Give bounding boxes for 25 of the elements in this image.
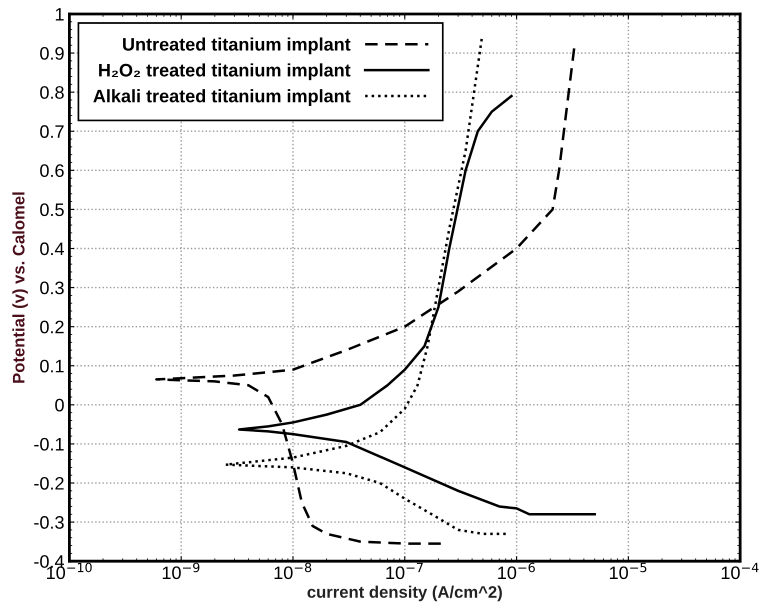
- y-tick-label: 0.4: [40, 242, 64, 256]
- y-tick-label: 1: [56, 8, 64, 21]
- legend-label: H₂O₂ treated titanium implant: [99, 63, 350, 80]
- y-tick-label: 0: [55, 398, 64, 412]
- x-tick-label: 10$^{−9}$: [162, 562, 200, 580]
- x-tick-label: 10$^{−8}$: [274, 562, 312, 580]
- x-tick-label: 10$^{−6}$: [498, 562, 535, 580]
- y-tick-label: -0.2: [34, 476, 64, 490]
- y-axis-title: Potential (v) vs. Calomel: [12, 192, 28, 383]
- y-tick-label: 0.8: [40, 86, 64, 99]
- x-tick-label: 10$^{−7}$: [386, 562, 423, 580]
- y-tick-label: 0.7: [40, 125, 64, 138]
- x-tick-label: 10$^{−4}$: [722, 562, 759, 580]
- x-axis-title: current density (A/cm^2): [307, 586, 502, 602]
- y-tick-label: 0.3: [40, 282, 64, 294]
- legend-label: Alkali treated titanium implant: [93, 89, 350, 106]
- legend-label: Untreated titanium implant: [123, 37, 350, 54]
- y-tick-label: -0.1: [34, 438, 64, 451]
- y-tick-label: 0.5: [40, 203, 64, 216]
- y-tick-label: 0.9: [40, 47, 64, 60]
- y-tick-label: 0.2: [40, 320, 64, 334]
- y-tick-label: 0.1: [40, 360, 64, 372]
- x-tick-label: 10$^{−5}$: [610, 562, 646, 580]
- y-tick-label: 0.6: [40, 164, 64, 178]
- y-tick-label: -0.3: [34, 516, 64, 529]
